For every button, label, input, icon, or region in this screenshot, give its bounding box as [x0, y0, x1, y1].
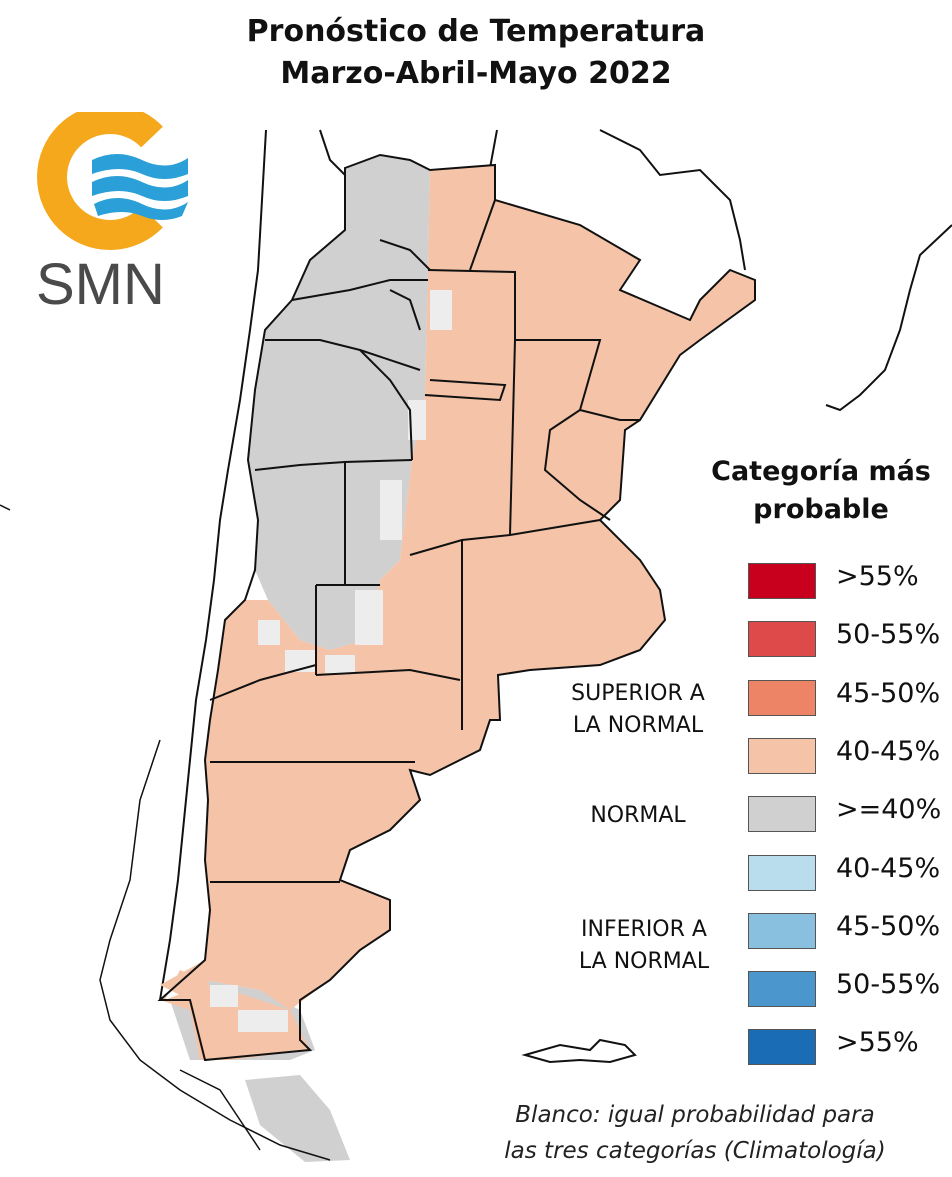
- legend-label: 40-45%: [836, 735, 941, 767]
- logo-wave: [94, 198, 188, 220]
- note-line2: las tres categorías (Climatología): [504, 1138, 886, 1164]
- legend-swatch: [748, 679, 816, 716]
- chile-islands: [0, 504, 331, 1161]
- legend-swatch: [748, 1029, 816, 1066]
- legend-title: Categoría más: [711, 456, 931, 487]
- category-line: LA NORMAL: [578, 949, 710, 974]
- legend-label: 40-45%: [836, 852, 941, 884]
- map-subtitle: Marzo-Abril-Mayo 2022: [280, 56, 672, 91]
- logo-text: SMN: [36, 252, 165, 312]
- legend-category-inferior: INFERIOR A LA NORMAL: [544, 914, 744, 978]
- province-borders: [157, 153, 756, 1062]
- logo-ring: [37, 112, 163, 250]
- legend-swatch: [748, 971, 816, 1008]
- legend-label: 45-50%: [836, 677, 941, 709]
- legend-swatch: [748, 621, 816, 658]
- category-line: INFERIOR A: [581, 917, 707, 942]
- legend-label: >=40%: [836, 794, 942, 826]
- legend-label: >55%: [836, 561, 919, 592]
- legend-label: 50-55%: [836, 619, 941, 651]
- malvinas-islands: [521, 1038, 637, 1064]
- legend-label: 50-55%: [836, 969, 941, 1001]
- legend-swatch: [748, 737, 816, 774]
- category-line: LA NORMAL: [572, 713, 704, 738]
- map-title: Pronóstico de Temperatura: [246, 14, 706, 49]
- region-climatology: [210, 290, 452, 1032]
- legend-swatch: [748, 912, 816, 949]
- legend-category-superior: SUPERIOR A LA NORMAL: [538, 678, 738, 742]
- note-line1: Blanco: igual probabilidad para: [515, 1102, 875, 1128]
- logo-wave: [92, 154, 188, 179]
- legend-label: 45-50%: [836, 910, 941, 942]
- legend-title-line2: probable: [753, 494, 889, 525]
- logo-wave: [92, 176, 188, 201]
- category-line: SUPERIOR A: [571, 681, 705, 706]
- legend-swatch: [748, 854, 816, 891]
- legend-category-normal: NORMAL: [590, 803, 686, 828]
- smn-logo-icon: SMN: [36, 112, 188, 312]
- legend-label: >55%: [836, 1027, 919, 1059]
- legend-swatch: [748, 796, 816, 833]
- legend-swatch: [748, 563, 816, 599]
